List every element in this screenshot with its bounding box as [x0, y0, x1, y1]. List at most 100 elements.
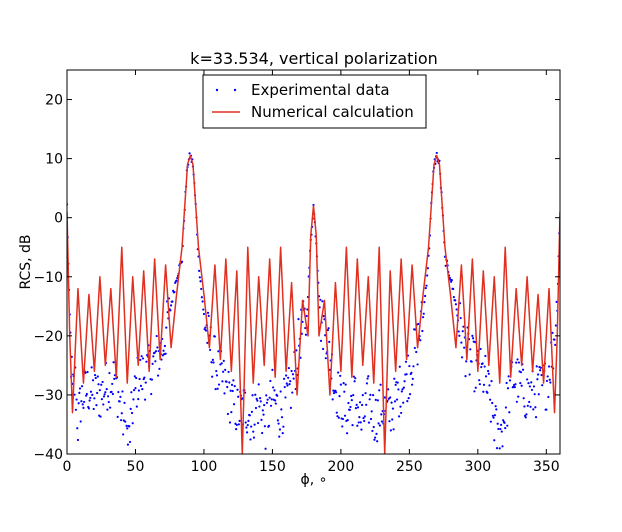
- data-point-experimental: [355, 403, 358, 406]
- data-point-experimental: [351, 424, 354, 427]
- data-point-experimental: [222, 359, 225, 363]
- data-point-experimental: [173, 290, 176, 294]
- data-point-experimental: [107, 400, 110, 404]
- y-axis-label: RCS, dB: [18, 234, 34, 289]
- data-point-experimental: [89, 396, 92, 400]
- data-point-experimental: [387, 388, 390, 391]
- data-point-experimental: [209, 348, 212, 352]
- data-point-experimental: [341, 417, 345, 421]
- data-point-experimental: [521, 368, 525, 371]
- legend-entry-experimental: Experimental data: [215, 81, 390, 99]
- data-point-experimental: [374, 398, 377, 401]
- data-point-experimental: [280, 408, 283, 411]
- data-point-experimental: [169, 304, 173, 307]
- data-point-experimental: [270, 398, 273, 401]
- data-point-experimental: [238, 419, 241, 422]
- data-point-experimental: [109, 406, 112, 409]
- data-point-experimental: [338, 395, 341, 398]
- data-point-experimental: [133, 389, 136, 392]
- data-point-experimental: [548, 378, 551, 381]
- data-point-experimental: [241, 397, 244, 400]
- data-point-experimental: [388, 420, 391, 423]
- data-point-experimental: [221, 380, 224, 383]
- data-point-experimental: [233, 385, 236, 388]
- data-point-experimental: [133, 375, 136, 378]
- data-point-experimental: [158, 367, 161, 370]
- data-point-experimental: [265, 401, 269, 404]
- axes-frame: [66, 69, 561, 455]
- y-tick-label: −30: [33, 388, 63, 404]
- data-point-experimental: [344, 383, 347, 386]
- data-point-experimental: [460, 356, 464, 359]
- data-point-experimental: [217, 383, 221, 386]
- y-tick-label: 10: [45, 152, 63, 168]
- data-point-experimental: [525, 413, 528, 416]
- data-point-experimental: [421, 316, 425, 319]
- data-point-experimental: [263, 403, 266, 407]
- data-point-experimental: [401, 388, 404, 391]
- data-point-experimental: [462, 325, 465, 328]
- data-point-experimental: [397, 388, 400, 391]
- data-point-experimental: [291, 373, 295, 376]
- data-point-experimental: [269, 404, 273, 407]
- data-point-experimental: [130, 411, 134, 415]
- data-point-experimental: [408, 393, 412, 396]
- data-point-experimental: [423, 301, 426, 304]
- data-point-experimental: [287, 376, 290, 379]
- y-tick-label: 0: [54, 211, 63, 227]
- data-point-experimental: [160, 358, 163, 361]
- data-point-experimental: [336, 415, 339, 418]
- data-point-experimental: [490, 380, 493, 383]
- data-point-experimental: [288, 382, 291, 386]
- data-point-experimental: [478, 379, 481, 382]
- data-point-experimental: [343, 390, 346, 393]
- data-point-experimental: [324, 334, 327, 337]
- data-point-experimental: [273, 389, 276, 392]
- data-point-experimental: [223, 392, 226, 395]
- data-point-experimental: [484, 375, 488, 378]
- data-point-experimental: [171, 300, 174, 303]
- data-point-experimental: [377, 422, 380, 425]
- data-point-experimental: [281, 431, 284, 435]
- data-point-experimental: [140, 355, 143, 358]
- data-point-experimental: [269, 379, 272, 383]
- data-point-experimental: [394, 383, 397, 386]
- data-point-experimental: [547, 365, 551, 368]
- data-point-experimental: [326, 328, 329, 332]
- data-point-experimental: [489, 420, 492, 423]
- data-point-experimental: [202, 312, 206, 316]
- data-point-experimental: [529, 405, 532, 408]
- data-point-experimental: [244, 421, 247, 424]
- data-point-experimental: [528, 385, 531, 388]
- data-point-experimental: [421, 329, 424, 333]
- data-point-experimental: [216, 387, 219, 390]
- data-point-experimental: [138, 377, 141, 381]
- data-point-experimental: [86, 370, 89, 374]
- data-point-experimental: [501, 445, 504, 448]
- x-tick-label: 150: [259, 459, 286, 475]
- data-point-experimental: [295, 349, 298, 352]
- data-point-experimental: [246, 423, 249, 427]
- data-point-experimental: [526, 378, 529, 381]
- data-point-experimental: [362, 416, 365, 420]
- data-point-experimental: [119, 395, 122, 398]
- data-point-experimental: [554, 343, 557, 346]
- data-point-experimental: [226, 412, 230, 416]
- data-point-experimental: [235, 428, 238, 431]
- data-point-experimental: [321, 300, 324, 303]
- data-point-experimental: [403, 380, 406, 383]
- data-point-experimental: [97, 383, 100, 386]
- data-point-experimental: [551, 331, 554, 334]
- data-point-experimental: [93, 373, 97, 377]
- data-point-experimental: [76, 438, 80, 442]
- data-point-experimental: [117, 390, 120, 394]
- data-point-experimental: [515, 361, 518, 364]
- data-point-experimental: [389, 429, 392, 432]
- data-point-experimental: [410, 371, 413, 374]
- data-point-experimental: [253, 423, 256, 426]
- data-point-experimental: [250, 410, 253, 413]
- data-point-experimental: [393, 377, 396, 380]
- data-point-experimental: [111, 392, 114, 396]
- data-point-experimental: [132, 398, 135, 401]
